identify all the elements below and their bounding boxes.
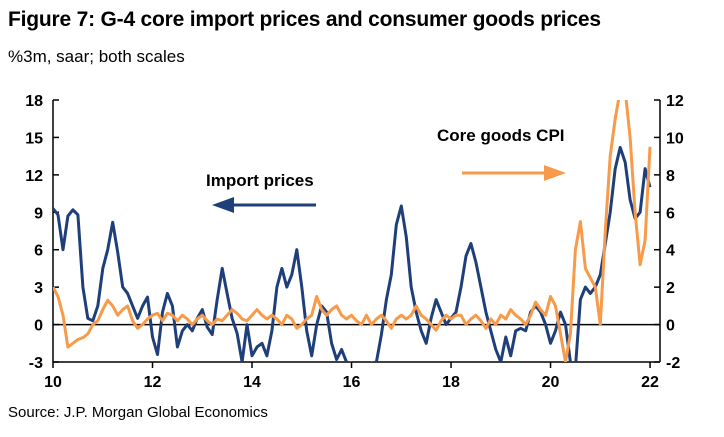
- left-tick-label: 0: [34, 318, 43, 335]
- core-goods-cpi-label: Core goods CPI: [437, 126, 565, 145]
- right-tick-label: 0: [666, 318, 675, 335]
- left-tick-label: 6: [34, 243, 43, 260]
- x-tick-label: 22: [641, 374, 659, 391]
- core-goods-cpi-arrow: [462, 165, 566, 181]
- x-tick-label: 20: [542, 374, 560, 391]
- x-tick-label: 12: [144, 374, 162, 391]
- x-tick-label: 10: [44, 374, 62, 391]
- x-tick-label: 14: [243, 374, 261, 391]
- import-prices-line: [53, 145, 652, 362]
- core-goods-cpi-line: [53, 100, 652, 362]
- source-note: Source: J.P. Morgan Global Economics: [8, 404, 268, 421]
- chart-subtitle: %3m, saar; both scales: [8, 47, 185, 66]
- right-axis: 12 10 8 6 4 2 0 -2: [654, 93, 684, 372]
- left-tick-label: 9: [34, 205, 43, 222]
- arrow-head: [212, 197, 234, 213]
- left-tick-label: 12: [25, 168, 43, 185]
- right-tick-label: -2: [666, 355, 680, 372]
- right-tick-label: 6: [666, 205, 675, 222]
- x-tick-label: 18: [442, 374, 460, 391]
- arrow-head: [544, 165, 566, 181]
- left-tick-label: -3: [29, 355, 43, 372]
- import-prices-label: Import prices: [206, 171, 314, 190]
- right-tick-label: 10: [666, 130, 684, 147]
- x-axis: 10 12 14 16 18 20 22: [44, 362, 659, 391]
- right-tick-label: 4: [666, 243, 675, 260]
- x-tick-label: 16: [343, 374, 361, 391]
- import-prices-arrow: [212, 197, 316, 213]
- left-axis: 18 15 12 9 6 3 0 -3: [25, 93, 59, 372]
- right-tick-label: 2: [666, 280, 675, 297]
- left-tick-label: 18: [25, 93, 43, 110]
- left-tick-label: 15: [25, 130, 43, 147]
- right-tick-label: 12: [666, 93, 684, 110]
- right-tick-label: 8: [666, 168, 675, 185]
- left-tick-label: 3: [34, 280, 43, 297]
- chart-title: Figure 7: G-4 core import prices and con…: [8, 8, 601, 31]
